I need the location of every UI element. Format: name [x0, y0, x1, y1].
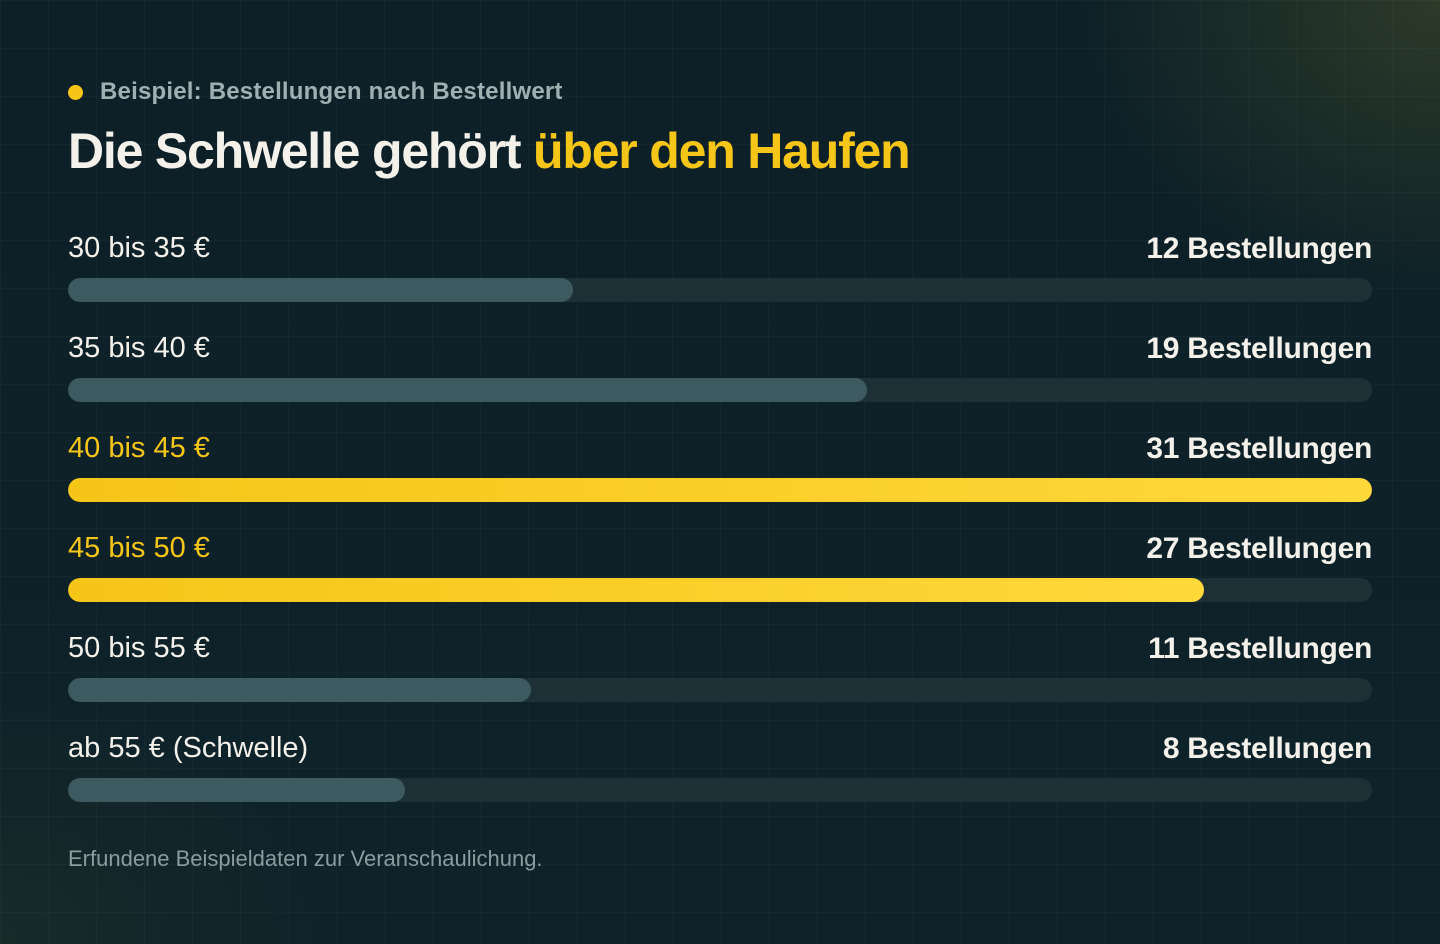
bar-track	[68, 478, 1372, 502]
bar-value-label: 8 Bestellungen	[1162, 732, 1372, 765]
bar	[68, 778, 405, 802]
bar-row: 35 bis 40 € 19 Bestellungen	[68, 332, 1372, 412]
bar	[68, 378, 867, 402]
bar-row: 30 bis 35 € 12 Bestellungen	[68, 232, 1372, 312]
bar-track	[68, 378, 1372, 402]
bar-category-label: 45 bis 50 €	[68, 532, 210, 564]
bar-row: 50 bis 55 € 11 Bestellungen	[68, 632, 1372, 712]
bar-track	[68, 778, 1372, 802]
bar-category-label: 30 bis 35 €	[68, 232, 210, 264]
chart-title-highlight: über den Haufen	[533, 123, 911, 179]
bar-category-label: 40 bis 45 €	[68, 432, 210, 464]
bar-category-label: ab 55 € (Schwelle)	[68, 732, 309, 764]
bar-row: 45 bis 50 € 27 Bestellungen	[68, 532, 1372, 612]
footnote: Erfundene Beispieldaten zur Veranschauli…	[68, 846, 543, 871]
bar-value-label: 27 Bestellungen	[1146, 532, 1372, 565]
bar-category-label: 50 bis 55 €	[68, 632, 210, 664]
bar-track	[68, 578, 1372, 602]
bar-track	[68, 278, 1372, 302]
bar	[68, 478, 1372, 502]
kicker: Beispiel: Bestellungen nach Bestellwert	[68, 78, 563, 106]
bar	[68, 278, 573, 302]
chart-title: Die Schwelle gehört über den Haufen	[68, 122, 911, 180]
chart-title-main: Die Schwelle gehört	[68, 123, 534, 179]
bar-track	[68, 678, 1372, 702]
bar-row: 40 bis 45 € 31 Bestellungen	[68, 432, 1372, 512]
bar	[68, 678, 531, 702]
bar-value-label: 31 Bestellungen	[1146, 432, 1372, 465]
bar-value-label: 19 Bestellungen	[1146, 332, 1372, 365]
kicker-text: Beispiel: Bestellungen nach Bestellwert	[100, 78, 563, 105]
bar-row: ab 55 € (Schwelle) 8 Bestellungen	[68, 732, 1372, 812]
bar-value-label: 12 Bestellungen	[1146, 232, 1372, 265]
bar-category-label: 35 bis 40 €	[68, 332, 210, 364]
kicker-dot-icon	[68, 84, 83, 100]
bar-value-label: 11 Bestellungen	[1148, 632, 1372, 665]
bar	[68, 578, 1204, 602]
